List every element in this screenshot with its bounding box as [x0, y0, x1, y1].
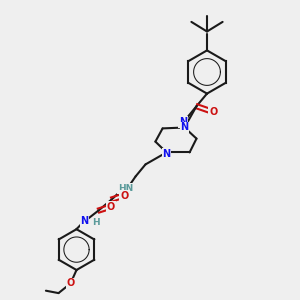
Text: HN: HN	[118, 184, 133, 193]
Text: N: N	[179, 117, 187, 127]
Text: O: O	[107, 202, 115, 212]
Text: O: O	[66, 278, 75, 289]
Text: N: N	[180, 122, 189, 133]
Text: O: O	[209, 106, 218, 117]
Text: O: O	[120, 191, 128, 201]
Text: H: H	[92, 218, 100, 227]
Text: N: N	[80, 216, 89, 226]
Text: N: N	[162, 149, 171, 159]
